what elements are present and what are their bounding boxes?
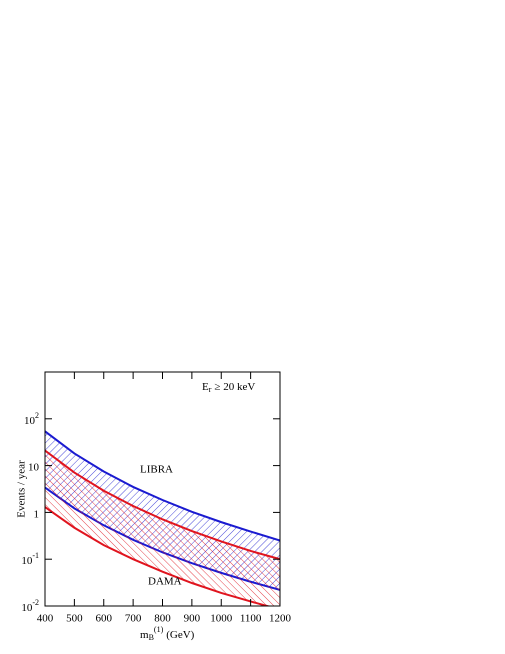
y-tick-label: 10-2 <box>21 598 39 614</box>
y-tick-base: 10 <box>21 602 33 614</box>
x-tick-label: 500 <box>66 613 83 625</box>
x-tick-label: 900 <box>184 613 201 625</box>
y-tick-label: 10-1 <box>21 551 39 567</box>
y-tick-exponent: -2 <box>32 598 39 607</box>
x-tick-label: 700 <box>125 613 142 625</box>
band-fill <box>45 450 280 606</box>
y-tick-exponent: 2 <box>35 411 39 420</box>
y-tick-base: 1 <box>34 508 40 520</box>
x-tick-label: 1000 <box>210 613 233 625</box>
x-tick-label: 800 <box>154 613 171 625</box>
y-axis-label: Events / year <box>16 460 28 518</box>
band-label: DAMA <box>148 576 182 588</box>
band-label: LIBRA <box>140 464 173 476</box>
y-tick-exponent: -1 <box>32 551 39 560</box>
x-tick-label: 1200 <box>269 613 292 625</box>
band-edge <box>45 430 280 542</box>
y-tick-label: 102 <box>24 411 39 427</box>
band-edge <box>45 506 271 606</box>
x-tick-label: 400 <box>37 613 54 625</box>
x-axis-label: mB(1) (GeV) <box>140 625 195 642</box>
y-tick-base: 10 <box>24 414 36 426</box>
y-tick-base: 10 <box>21 555 33 567</box>
y-tick-label: 10 <box>28 461 40 473</box>
band-edge <box>45 449 280 561</box>
x-tick-label: 600 <box>96 613 113 625</box>
x-tick-label: 1100 <box>240 613 262 625</box>
y-tick-label: 1 <box>34 508 40 520</box>
annotation: Er ≥ 20 keV <box>202 381 255 394</box>
y-tick-base: 10 <box>28 461 40 473</box>
plot-area <box>45 430 280 606</box>
